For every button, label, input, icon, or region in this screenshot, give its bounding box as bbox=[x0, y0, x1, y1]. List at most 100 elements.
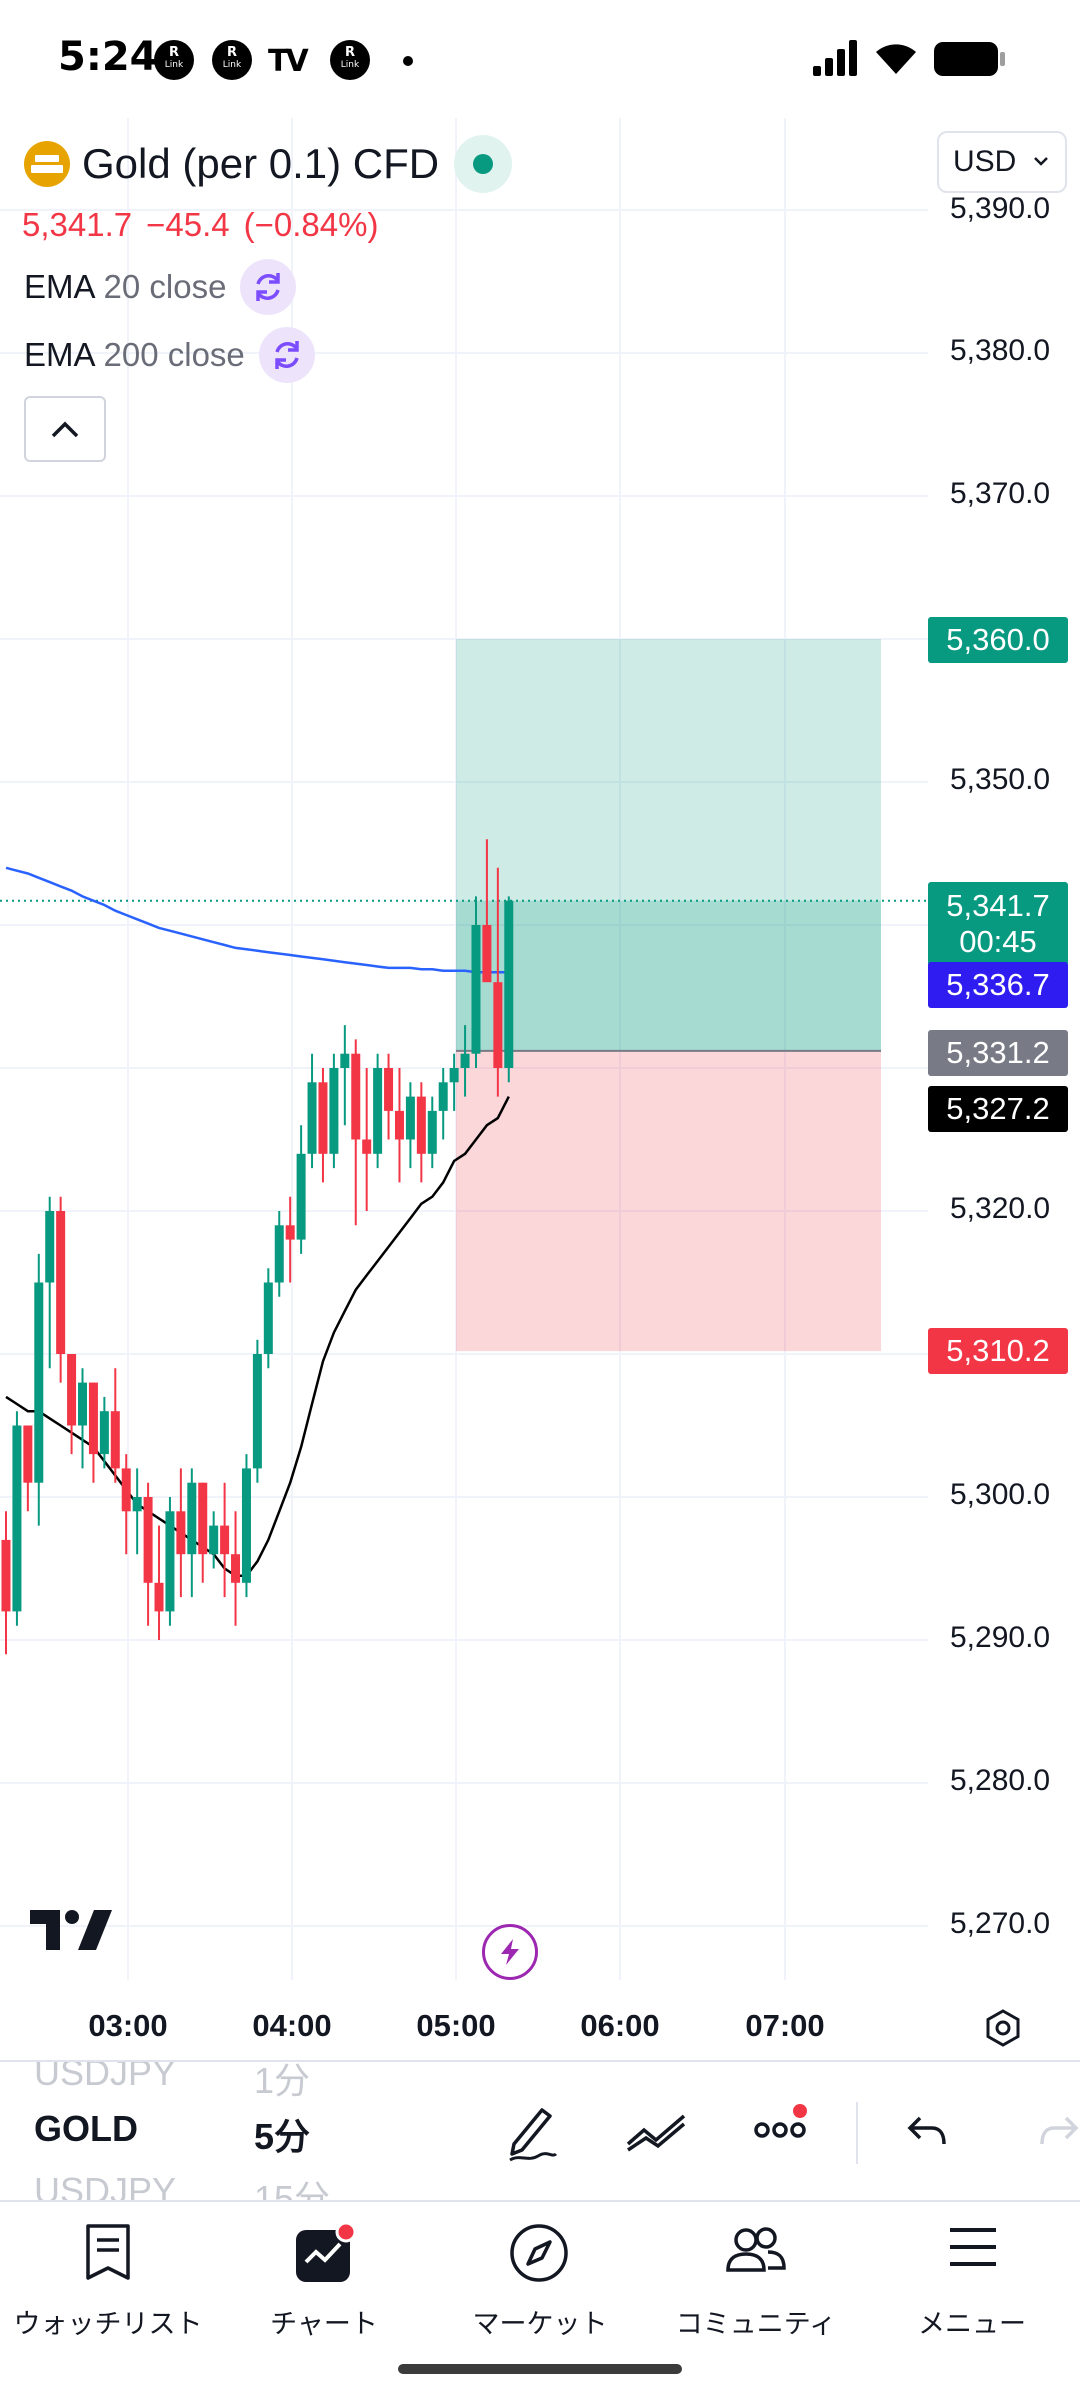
nav-community[interactable]: コミュニティ bbox=[648, 2202, 864, 2352]
rlink-notification-icon: R Link bbox=[154, 40, 194, 80]
price-axis-tick: 5,300.0 bbox=[950, 1478, 1051, 1511]
stop-loss-price-badge: 5,310.2 bbox=[928, 1328, 1068, 1374]
currency-value: USD bbox=[953, 145, 1017, 178]
entry-price-badge: 5,331.2 bbox=[928, 1030, 1068, 1076]
nav-label: コミュニティ bbox=[675, 2309, 837, 2340]
indicator-name: EMA bbox=[24, 268, 96, 305]
symbol-picker-item[interactable]: USDJPY bbox=[34, 2170, 177, 2200]
bearish-candle bbox=[220, 1525, 230, 1555]
price-axis-tick: 5,270.0 bbox=[950, 1907, 1051, 1940]
symbol-title[interactable]: Gold (per 0.1) CFD bbox=[82, 140, 440, 187]
drawing-pen-icon[interactable] bbox=[504, 2102, 560, 2164]
nav-chart[interactable]: チャート bbox=[216, 2202, 432, 2352]
price-axis-tick: 5,380.0 bbox=[950, 334, 1051, 367]
more-tools-icon[interactable] bbox=[752, 2104, 812, 2144]
community-icon bbox=[726, 2227, 786, 2272]
bullish-candle bbox=[209, 1525, 219, 1555]
indicator-name: EMA bbox=[24, 336, 96, 373]
bullish-candle bbox=[471, 925, 481, 1054]
chart-settings-icon[interactable] bbox=[981, 2006, 1025, 2050]
collapse-legend-button[interactable] bbox=[24, 396, 106, 462]
bullish-candle bbox=[45, 1211, 55, 1283]
bullish-candle bbox=[460, 1053, 470, 1068]
nav-menu[interactable]: メニュー bbox=[864, 2202, 1080, 2352]
bearish-candle bbox=[231, 1554, 241, 1583]
tradingview-logo bbox=[30, 1910, 112, 1950]
price-axis-tick: 5,390.0 bbox=[950, 192, 1051, 225]
chart-grid bbox=[0, 118, 928, 1980]
symbol-picker-item[interactable]: USDJPY bbox=[34, 2060, 177, 2093]
bearish-candle bbox=[88, 1382, 98, 1455]
indicator-ema-200[interactable]: EMA 200 close bbox=[24, 327, 315, 383]
open-profit-zone bbox=[456, 900, 881, 1051]
indicator-params: 200 close bbox=[103, 336, 245, 373]
bearish-candle bbox=[351, 1053, 361, 1140]
timeframe-picker-selected[interactable]: 5分 bbox=[254, 2116, 311, 2157]
bearish-candle bbox=[121, 1468, 131, 1512]
bullish-candle bbox=[329, 1068, 339, 1154]
time-axis-tick: 04:00 bbox=[252, 2008, 332, 2043]
indicator-ema-20[interactable]: EMA 20 close bbox=[24, 259, 297, 315]
time-axis-tick: 06:00 bbox=[580, 2008, 660, 2043]
time-axis-tick: 07:00 bbox=[745, 2008, 825, 2043]
bearish-candle bbox=[318, 1082, 328, 1154]
bullish-candle bbox=[12, 1425, 22, 1612]
undo-icon[interactable] bbox=[906, 2114, 950, 2150]
status-clock: 5:24 bbox=[58, 34, 158, 80]
currency-select[interactable]: USD bbox=[937, 131, 1067, 193]
more-notifications-dot-icon bbox=[403, 56, 413, 66]
indicator-params: 20 close bbox=[103, 268, 227, 305]
ema20-line bbox=[5, 1096, 510, 1577]
redo-icon[interactable] bbox=[1036, 2114, 1080, 2150]
compass-icon bbox=[510, 2224, 568, 2282]
bearish-candle bbox=[482, 925, 492, 983]
home-indicator bbox=[398, 2364, 682, 2374]
timeframe-picker-item[interactable]: 15分 bbox=[254, 2178, 331, 2200]
nav-watchlist[interactable]: ウォッチリスト bbox=[0, 2202, 216, 2352]
price-chart[interactable] bbox=[0, 118, 1080, 2060]
bullish-candle bbox=[34, 1282, 44, 1483]
bullish-candle bbox=[99, 1411, 109, 1455]
last-price-badge: 5,341.7 00:45 bbox=[928, 882, 1068, 966]
loading-icon bbox=[258, 327, 315, 383]
rlink-notification-icon: R Link bbox=[212, 40, 252, 80]
nav-label: マーケット bbox=[472, 2309, 608, 2340]
nav-label: ウォッチリスト bbox=[13, 2309, 203, 2340]
replay-lightning-button[interactable] bbox=[482, 1924, 538, 1980]
bullish-candle bbox=[373, 1068, 383, 1154]
bullish-candle bbox=[132, 1497, 142, 1512]
time-axis-tick: 05:00 bbox=[416, 2008, 496, 2043]
hamburger-menu-icon bbox=[950, 2228, 996, 2266]
bearish-candle bbox=[416, 1096, 426, 1154]
bearish-candle bbox=[394, 1110, 404, 1140]
status-bar: 5:24 R Link R Link TV R Link bbox=[0, 0, 1080, 118]
bullish-candle bbox=[263, 1282, 273, 1354]
time-axis-tick: 03:00 bbox=[88, 2008, 168, 2043]
timeframe-picker-item[interactable]: 1分 bbox=[254, 2060, 311, 2101]
price-axis-tick: 5,320.0 bbox=[950, 1192, 1051, 1225]
take-profit-price-badge: 5,360.0 bbox=[928, 617, 1068, 663]
nav-markets[interactable]: マーケット bbox=[432, 2202, 648, 2352]
bullish-candle bbox=[187, 1482, 197, 1555]
chevron-up-icon bbox=[51, 421, 79, 438]
market-open-status-icon[interactable] bbox=[454, 135, 512, 193]
bearish-candle bbox=[1, 1539, 11, 1612]
wifi-icon bbox=[876, 44, 916, 74]
symbol-picker-selected[interactable]: GOLD bbox=[34, 2108, 138, 2149]
trend-lines-icon[interactable] bbox=[624, 2110, 688, 2154]
bullish-candle bbox=[296, 1153, 306, 1240]
price-axis-tick: 5,350.0 bbox=[950, 763, 1051, 796]
bearish-candle bbox=[56, 1211, 66, 1354]
bullish-candle bbox=[438, 1082, 448, 1111]
bullish-candle bbox=[165, 1511, 175, 1612]
candles bbox=[1, 839, 514, 1655]
bearish-candle bbox=[362, 1139, 372, 1154]
bearish-candle bbox=[384, 1068, 394, 1111]
battery-icon bbox=[934, 42, 1005, 76]
lightning-icon bbox=[501, 1939, 519, 1965]
symbol-header[interactable]: Gold (per 0.1) CFD bbox=[24, 136, 439, 192]
ema200-line bbox=[5, 866, 509, 974]
chevron-down-icon bbox=[1034, 157, 1048, 166]
price-change-readout: 5,341.7 −45.4 (−0.84%) bbox=[22, 206, 392, 244]
last-price: 5,341.7 bbox=[22, 206, 133, 243]
